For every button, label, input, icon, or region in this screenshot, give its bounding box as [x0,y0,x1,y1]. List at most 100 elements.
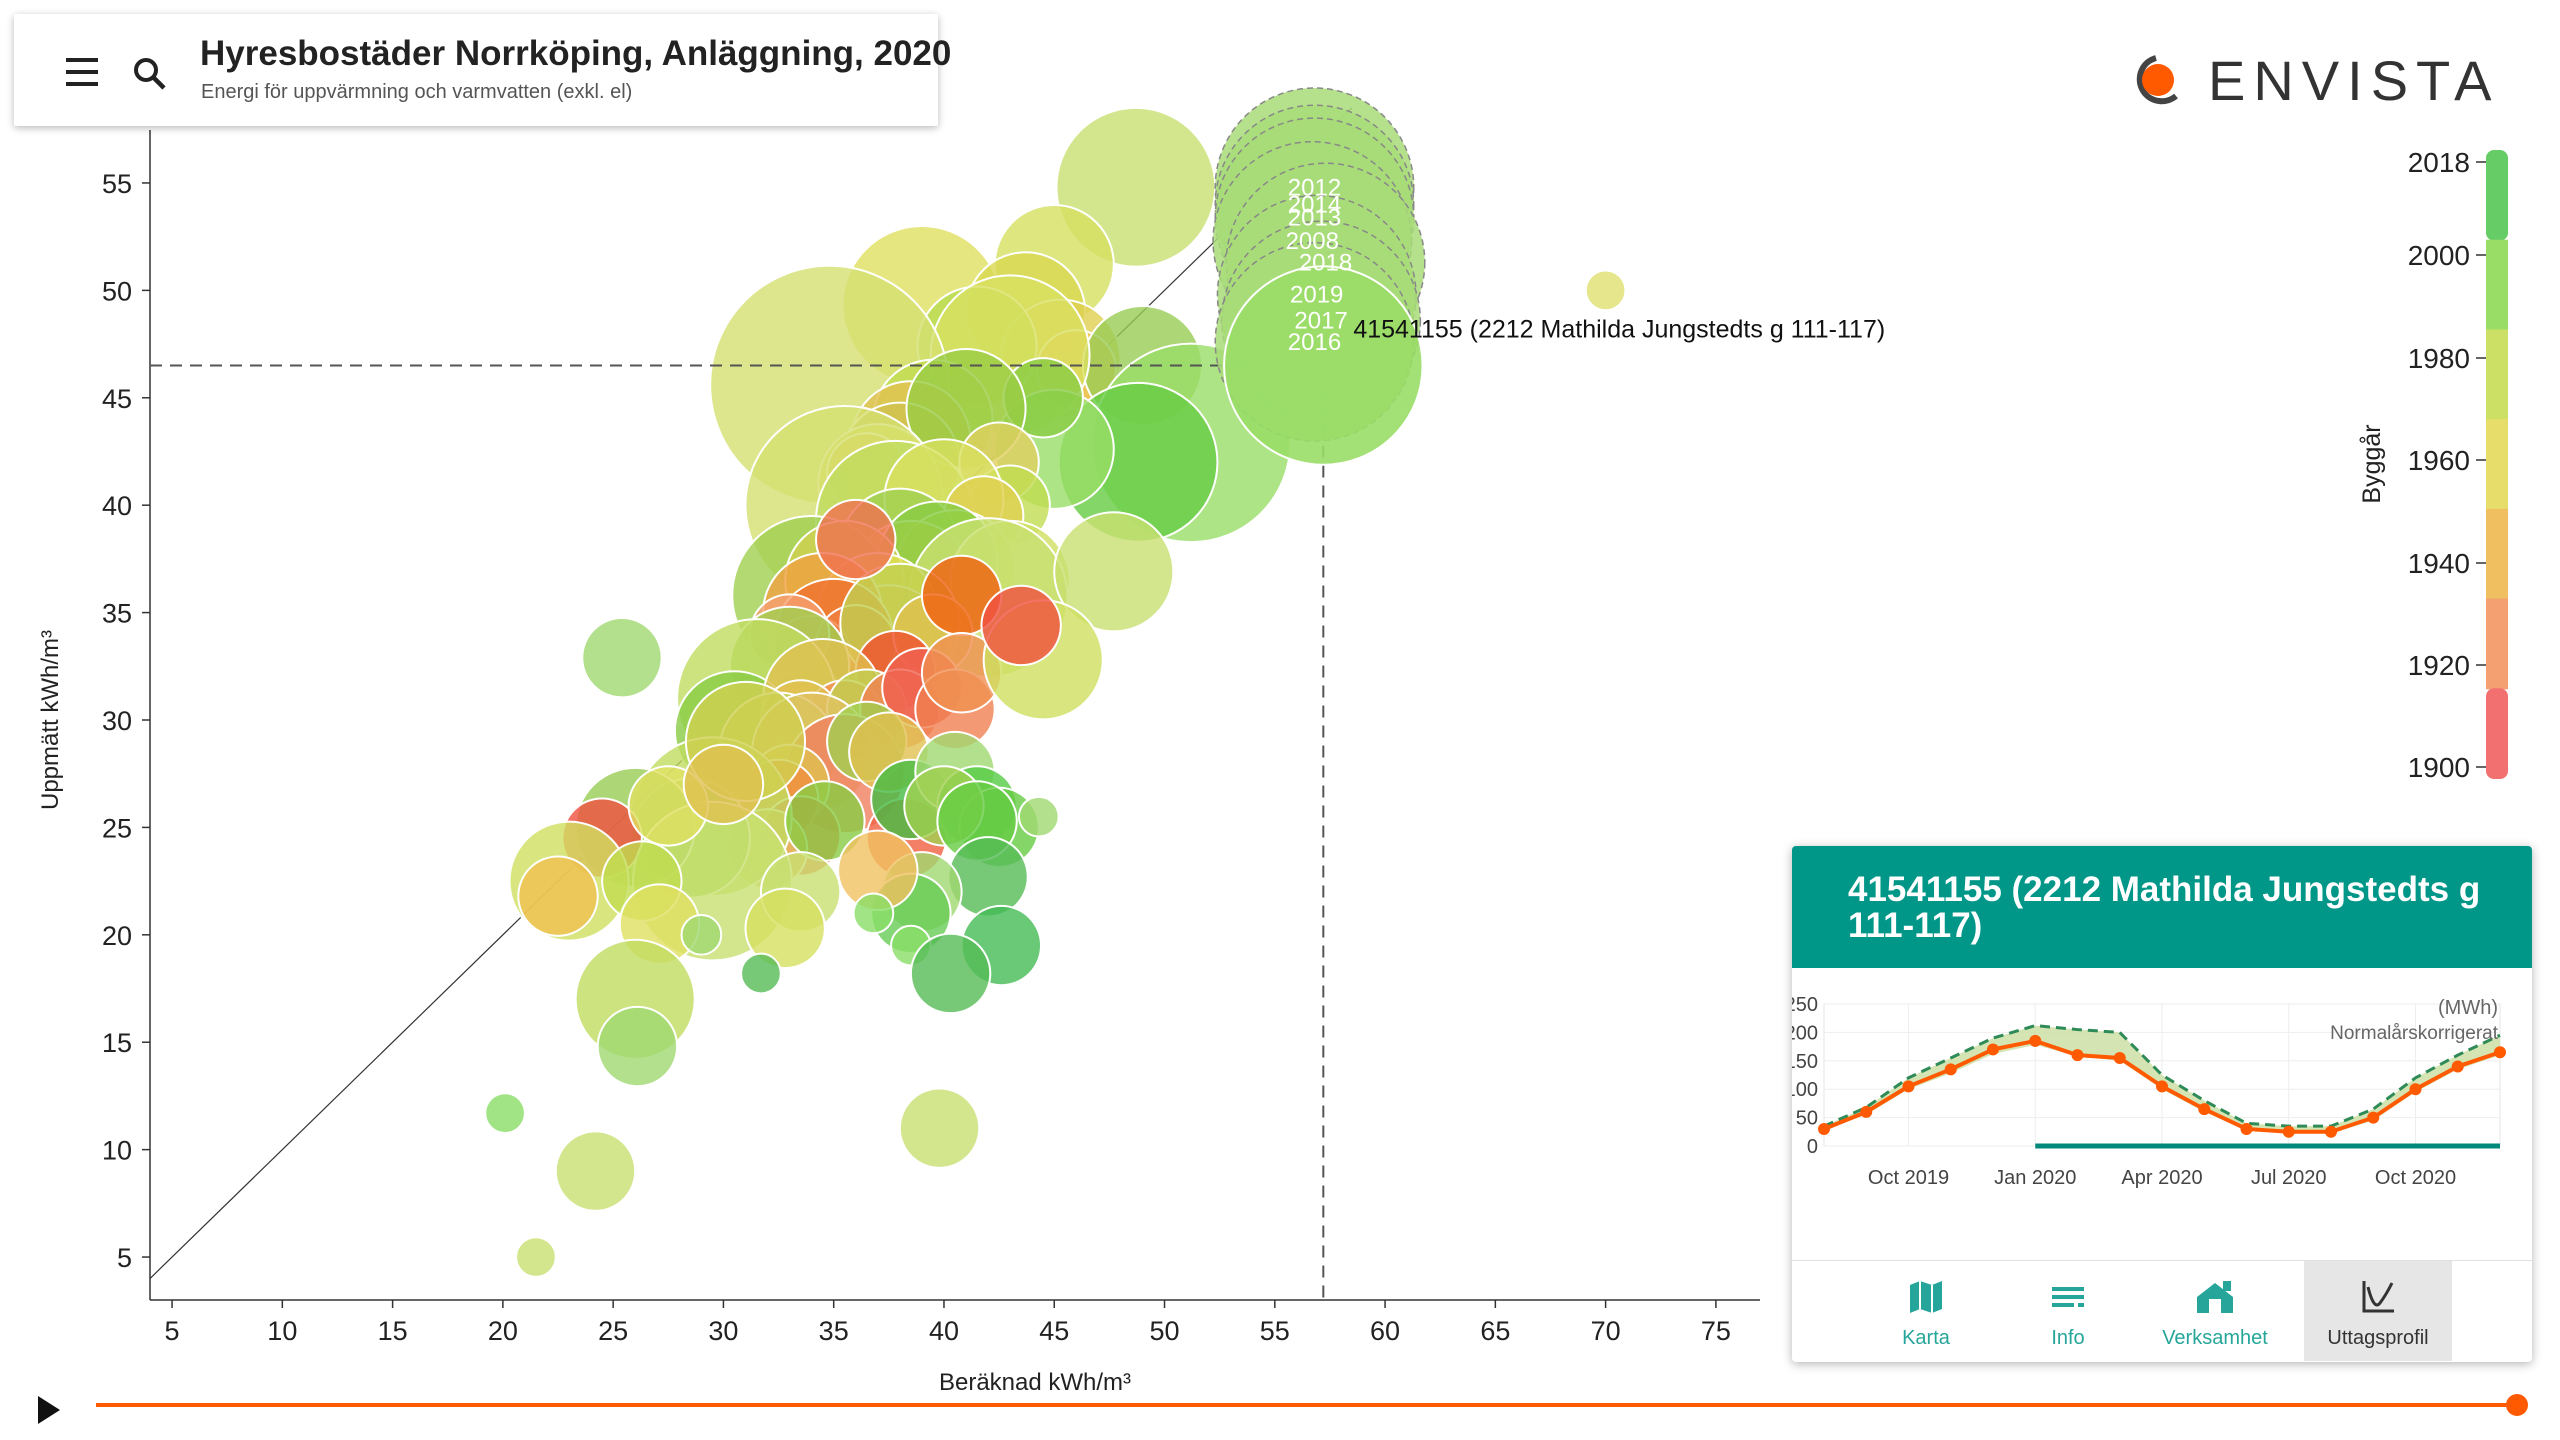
data-point [554,1130,637,1212]
timeline-handle[interactable] [2506,1394,2528,1416]
profile-chart: 0 50 100 150 200 250 Oct 2019 Jan 2020 Apr 2020 J… [1792,994,2506,1189]
data-point [484,1092,526,1134]
nav-verksamhet[interactable]: Verksamhet [2140,1261,2290,1361]
x-axis-label: Beräknad kWh/m³ [939,1369,1131,1396]
data-point [909,932,992,1015]
normalization-label: Normalårskorrigerat [2330,1023,2499,1044]
y-tick-label: 50 [102,276,132,306]
data-point [1017,795,1060,838]
mini-x-tick-label: Apr 2020 [2121,1167,2202,1189]
mini-y-tick-label: 0 [1807,1136,1818,1158]
data-point [815,498,897,581]
mini-y-tick-label: 250 [1792,994,1818,1016]
data-point [744,887,826,970]
measured-point [2029,1034,2042,1047]
timeline-track[interactable] [96,1403,2520,1407]
mini-x-tick-label: Jan 2020 [1994,1167,2076,1189]
profile-chart-icon [2362,1281,2394,1313]
mini-x-tick-label: Jul 2020 [2251,1167,2327,1189]
colorbar-tick-label: 1900 [2408,752,2470,783]
y-tick-label: 25 [102,813,132,843]
data-point [1584,269,1627,312]
data-point [898,1087,981,1169]
nav-karta[interactable]: Karta [1856,1261,1996,1361]
colorbar-segment [2486,508,2508,600]
mini-y-tick-label: 200 [1792,1022,1818,1044]
y-tick-label: 35 [102,599,132,629]
measured-point [1902,1080,1915,1093]
measured-point [2240,1122,2253,1135]
menu-icon[interactable] [58,52,102,96]
measured-point [2325,1125,2337,1138]
y-tick-label: 10 [102,1136,132,1166]
measured-point [2282,1125,2295,1138]
page-subtitle: Energi för uppvärmning och varmvatten (e… [201,81,633,103]
measured-point [2494,1046,2506,1059]
data-point [596,1005,679,1088]
panel-nav: Karta Info Verksamhet Uttagsp [1792,1260,2532,1362]
mini-y-tick-label: 50 [1796,1108,1818,1130]
colorbar-tick-label: 2000 [2408,240,2470,271]
y-tick-label: 5 [117,1243,132,1273]
x-tick-label: 60 [1370,1316,1400,1346]
data-point [1053,511,1175,633]
x-tick-label: 70 [1591,1316,1621,1346]
nav-info[interactable]: Info [1998,1261,2138,1361]
map-icon [1910,1281,1942,1313]
nav-uttagsprofil[interactable]: Uttagsprofil [2304,1261,2452,1361]
mini-y-tick-label: 100 [1792,1079,1818,1101]
selected-point [1223,265,1424,466]
data-point [515,1236,557,1278]
history-year-label: 2018 [1299,249,1352,276]
detail-panel: 41541155 (2212 Mathilda Jungstedts g 111… [1792,846,2532,1362]
nav-info-label: Info [2051,1327,2085,1349]
data-point [680,913,723,956]
x-tick-label: 20 [488,1316,518,1346]
building-icon [2197,1281,2233,1313]
y-axis-label: Uppmätt kWh/m³ [37,630,64,810]
x-tick-label: 65 [1480,1316,1510,1346]
x-tick-label: 5 [165,1316,180,1346]
data-point [581,617,663,699]
normal-line [1823,1024,2501,1128]
colorbar-tick-label: 2018 [2408,147,2470,178]
x-tick-label: 45 [1039,1316,1069,1346]
measured-point [2113,1051,2126,1064]
page-title: Hyresbostäder Norrköping, Anläggning, 20… [200,34,952,73]
search-icon[interactable] [126,50,174,98]
header-card: Hyresbostäder Norrköping, Anläggning, 20… [14,14,951,126]
nav-uttagsprofil-label: Uttagsprofil [2327,1327,2429,1349]
history-year-label: 2008 [1286,228,1339,255]
data-point [980,584,1062,667]
y-tick-label: 20 [102,921,132,951]
x-tick-label: 15 [378,1316,408,1346]
envista-logo: ENVISTA [2120,42,2560,122]
measured-point [2451,1060,2464,1073]
x-tick-label: 55 [1260,1316,1290,1346]
data-point [740,952,782,995]
mini-x-tick-label: Oct 2020 [2375,1167,2456,1189]
play-icon[interactable] [30,1392,66,1428]
x-tick-label: 10 [267,1316,297,1346]
x-tick-label: 35 [819,1316,849,1346]
x-tick-label: 50 [1149,1316,1179,1346]
measured-point [1818,1122,1830,1135]
history-year-label: 2014 [1288,191,1341,218]
selected-label: 41541155 (2212 Mathilda Jungstedts g 111… [1353,316,1885,344]
y-tick-label: 45 [102,384,132,414]
history-year-label: 2012 [1288,174,1341,201]
measured-point [1987,1043,1999,1056]
data-point [517,855,599,937]
logo-wordmark: ENVISTA [2208,49,2499,112]
measured-point [2156,1080,2168,1093]
x-tick-label: 25 [598,1316,628,1346]
history-year-label: 2013 [1288,204,1341,231]
colorbar-tick-label: 1960 [2408,445,2470,476]
measured-point [2198,1103,2211,1116]
history-year-label: 2019 [1290,282,1343,309]
measured-point [1944,1063,1957,1076]
measured-point [2071,1049,2084,1062]
data-point [682,743,765,826]
y-tick-label: 40 [102,491,132,521]
